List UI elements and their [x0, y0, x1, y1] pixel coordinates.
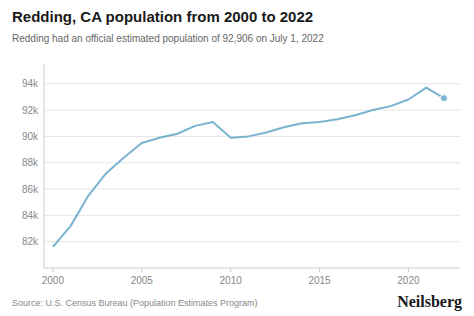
title: Redding, CA population from 2000 to 2022: [12, 8, 313, 25]
grid-line: [44, 162, 460, 163]
y-grid: 82k 84k 86k 88k 90k 92k 94k: [22, 78, 460, 247]
x-axis: 2000 2005 2010 2015 2020: [42, 268, 420, 286]
grid-line: [44, 241, 460, 242]
y-tick-label: 88k: [22, 157, 39, 168]
x-tick-label: 2015: [308, 275, 331, 286]
population-line: [53, 88, 444, 247]
grid-line: [44, 110, 460, 111]
y-tick-label: 84k: [22, 210, 39, 221]
x-tick-label: 2005: [131, 275, 154, 286]
x-axis-line: [44, 268, 460, 269]
x-tick: [230, 268, 231, 272]
y-tick-label: 92k: [22, 105, 39, 116]
x-tick: [141, 268, 142, 272]
chart-svg: Redding, CA population from 2000 to 2022…: [0, 0, 474, 316]
grid-line: [44, 189, 460, 190]
x-tick: [52, 268, 53, 272]
x-tick: [408, 268, 409, 272]
chart-container: Redding, CA population from 2000 to 2022…: [0, 0, 474, 316]
y-axis-line: [44, 64, 45, 268]
marks: [53, 88, 448, 247]
source: Source: U.S. Census Bureau (Population E…: [12, 298, 258, 308]
y-tick-label: 82k: [22, 236, 39, 247]
y-tick-label: 86k: [22, 184, 39, 195]
grid-line: [44, 215, 460, 216]
y-tick-label: 90k: [22, 131, 39, 142]
subtitle: Redding had an official estimated popula…: [12, 33, 324, 44]
y-tick-label: 94k: [22, 78, 39, 89]
x-tick-label: 2010: [220, 275, 243, 286]
x-tick-label: 2020: [397, 275, 420, 286]
x-tick: [319, 268, 320, 272]
x-tick-label: 2000: [42, 275, 65, 286]
grid-line: [44, 83, 460, 84]
final-point: [441, 95, 448, 102]
brand: Neilsberg: [397, 293, 462, 311]
